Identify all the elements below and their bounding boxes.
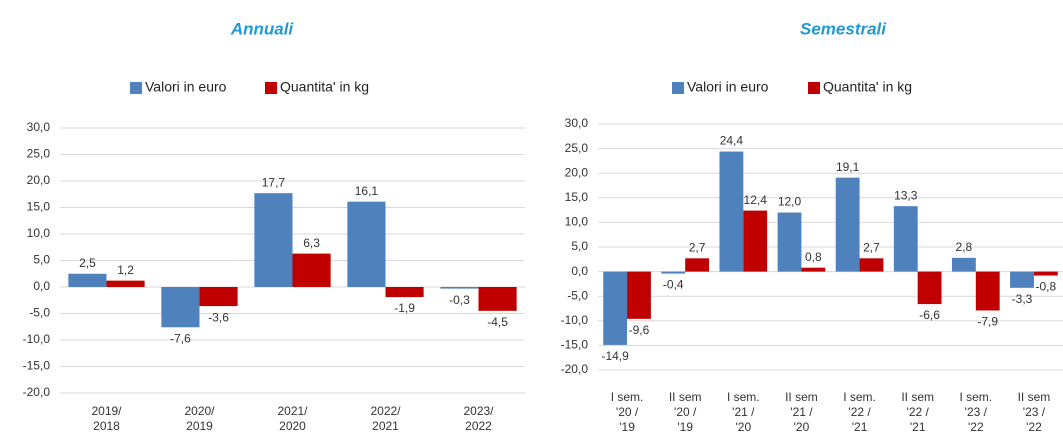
value-label: 12,4 — [744, 193, 768, 207]
legend-swatch — [130, 82, 142, 94]
x-tick-label: 2022/2021 — [370, 404, 401, 433]
bar — [743, 210, 768, 272]
bar — [292, 253, 331, 287]
value-label: 1,2 — [117, 263, 134, 277]
bar — [199, 287, 238, 307]
bar — [917, 271, 942, 305]
value-label: -0,4 — [663, 278, 684, 292]
value-label: 2,7 — [689, 240, 706, 254]
value-label: -14,9 — [601, 349, 629, 363]
x-tick-label: I sem. '22 /'21 — [843, 390, 876, 434]
value-label: 16,1 — [355, 184, 379, 198]
value-label: -9,6 — [629, 323, 650, 337]
x-tick-label: 2021/2020 — [277, 404, 308, 433]
legend-swatch — [265, 82, 277, 94]
value-label: 17,7 — [262, 175, 286, 189]
legend-label: Valori in euro — [145, 79, 227, 95]
value-label: 19,1 — [836, 160, 860, 174]
bar — [347, 201, 386, 287]
x-tick-label: 2023/2022 — [463, 404, 494, 433]
chart-title: Semestrali — [800, 19, 887, 38]
y-tick-label: 25,0 — [565, 141, 589, 155]
y-tick-label: -20,0 — [561, 362, 589, 376]
value-label: -3,6 — [208, 310, 229, 324]
y-tick-label: 30,0 — [565, 116, 589, 130]
bar — [975, 271, 1000, 311]
value-label: -4,5 — [487, 315, 508, 329]
bar — [385, 287, 424, 298]
value-label: -3,3 — [1012, 292, 1033, 306]
legend-label: Valori in euro — [687, 79, 769, 95]
value-label: -0,3 — [449, 293, 470, 307]
y-tick-label: 15,0 — [565, 190, 589, 204]
value-label: 2,7 — [863, 240, 880, 254]
bar — [893, 206, 918, 272]
x-tick-label: II sem '22 /'21 — [901, 390, 934, 434]
value-label: 13,3 — [894, 188, 918, 202]
y-tick-label: -10,0 — [23, 332, 51, 346]
value-label: 24,4 — [720, 134, 744, 148]
y-tick-label: -20,0 — [23, 385, 51, 399]
x-tick-label: I sem. '21 /'20 — [727, 390, 760, 434]
bar — [951, 257, 976, 272]
bar — [1033, 271, 1058, 276]
value-label: -7,6 — [170, 331, 191, 345]
x-tick-label: II sem '23 /'22 — [1018, 390, 1051, 434]
y-tick-label: -5,0 — [29, 306, 50, 320]
bar — [478, 287, 517, 311]
bar — [777, 212, 802, 272]
value-label: 0,8 — [805, 250, 822, 264]
bar — [859, 258, 884, 272]
bar — [161, 287, 200, 328]
x-tick-label: I sem. '23 /'22 — [959, 390, 992, 434]
x-tick-label: II sem '20 /'19 — [669, 390, 702, 434]
y-tick-label: 15,0 — [27, 200, 51, 214]
y-tick-label: 0,0 — [33, 279, 50, 293]
y-tick-label: 5,0 — [571, 239, 588, 253]
bar — [661, 271, 686, 274]
x-tick-label: II sem '21 /'20 — [785, 390, 818, 434]
bar — [801, 267, 826, 272]
value-label: 6,3 — [303, 236, 320, 250]
y-tick-label: 20,0 — [27, 173, 51, 187]
y-tick-label: 20,0 — [565, 165, 589, 179]
bar — [68, 273, 107, 287]
bar — [719, 151, 744, 272]
value-label: -0,8 — [1036, 280, 1057, 294]
bar — [254, 193, 293, 287]
y-tick-label: -15,0 — [561, 338, 589, 352]
bar — [440, 287, 479, 289]
bar — [835, 177, 860, 272]
x-tick-label: 2019/2018 — [91, 404, 122, 433]
bar — [627, 271, 651, 319]
y-tick-label: -15,0 — [23, 359, 51, 373]
value-label: 2,5 — [79, 256, 96, 270]
bar — [1010, 271, 1034, 288]
y-tick-label: 10,0 — [27, 226, 51, 240]
x-tick-label: I sem. '20 /'19 — [611, 390, 644, 434]
value-label: -7,9 — [977, 315, 998, 329]
x-tick-label: 2020/2019 — [184, 404, 215, 433]
y-tick-label: 30,0 — [27, 120, 51, 134]
legend-label: Quantita' in kg — [280, 79, 369, 95]
value-label: -6,6 — [919, 308, 940, 322]
bar — [603, 271, 628, 345]
legend-label: Quantita' in kg — [823, 79, 912, 95]
y-tick-label: -5,0 — [567, 288, 588, 302]
value-label: 2,8 — [956, 240, 973, 254]
y-tick-label: 0,0 — [571, 264, 588, 278]
chart-title: Annuali — [230, 19, 295, 38]
value-label: -1,9 — [394, 301, 415, 315]
legend-swatch — [672, 82, 684, 94]
y-tick-label: 25,0 — [27, 147, 51, 161]
value-label: 12,0 — [778, 195, 802, 209]
y-tick-label: 10,0 — [565, 215, 589, 229]
bar — [685, 258, 710, 272]
bar — [106, 280, 145, 287]
legend-swatch — [808, 82, 820, 94]
y-tick-label: -10,0 — [561, 313, 589, 327]
y-tick-label: 5,0 — [33, 253, 50, 267]
